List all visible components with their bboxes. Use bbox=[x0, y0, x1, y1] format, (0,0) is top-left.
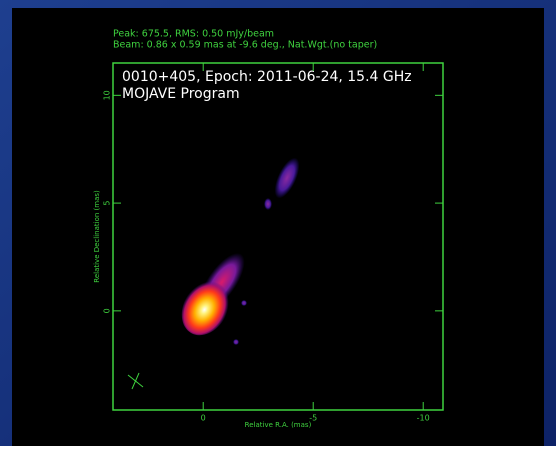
chart-title: 0010+405, Epoch: 2011-06-24, 15.4 GHz bbox=[122, 69, 412, 85]
x-tick-label: -10 bbox=[417, 414, 430, 423]
page: Peak: 675.5, RMS: 0.50 mJy/beamBeam: 0.8… bbox=[0, 0, 556, 446]
x-tick-label: -5 bbox=[309, 414, 317, 423]
jet-knot bbox=[241, 300, 247, 306]
y-axis-label: Relative Declination (mas) bbox=[93, 190, 101, 283]
y-tick-label: 5 bbox=[103, 201, 112, 206]
screen: Peak: 675.5, RMS: 0.50 mJy/beamBeam: 0.8… bbox=[0, 0, 556, 446]
y-tick-label: 0 bbox=[103, 308, 112, 313]
x-tick-label: 0 bbox=[201, 414, 206, 423]
jet-knot bbox=[264, 198, 272, 210]
x-axis-label: Relative R.A. (mas) bbox=[245, 421, 312, 429]
chart-subtitle: MOJAVE Program bbox=[122, 86, 240, 102]
annotation: Beam: 0.86 x 0.59 mas at -9.6 deg., Nat.… bbox=[113, 40, 377, 51]
jet-knot bbox=[233, 339, 239, 345]
annotation: Peak: 675.5, RMS: 0.50 mJy/beam bbox=[113, 29, 274, 40]
y-tick-label: 10 bbox=[103, 90, 112, 100]
